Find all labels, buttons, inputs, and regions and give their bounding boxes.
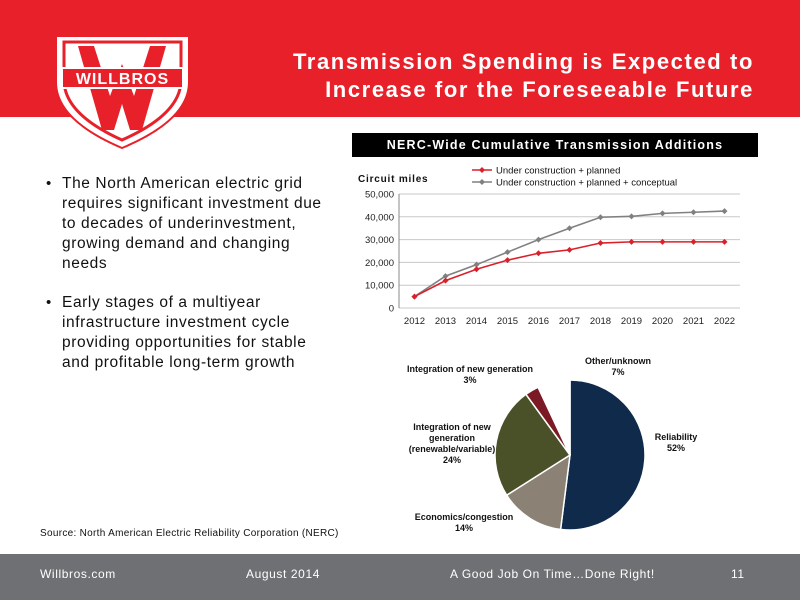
x-tick-label: 2017 (559, 316, 580, 327)
legend-label: Under construction + planned + conceptua… (496, 178, 677, 189)
legend-marker (479, 167, 485, 173)
logo-text: WILLBROS (76, 71, 169, 88)
data-point (628, 238, 635, 245)
pie-slice (494, 393, 572, 497)
pie-slice (537, 379, 571, 456)
y-tick-label: 20,000 (365, 258, 394, 269)
slide-title-line1: Transmission Spending is Expected to (292, 49, 754, 74)
pie-slice (559, 379, 646, 531)
data-point (473, 261, 480, 268)
data-point (535, 250, 542, 257)
bullet-item: The North American electric grid require… (44, 174, 336, 274)
pie-label: Integration of new generation 3% (407, 364, 533, 385)
data-point (535, 236, 542, 243)
x-tick-label: 2021 (683, 316, 704, 327)
x-tick-label: 2020 (652, 316, 673, 327)
data-point (504, 249, 511, 256)
footer-site: Willbros.com (40, 567, 116, 581)
data-point (721, 208, 728, 215)
pie-label: Reliability 52% (655, 432, 698, 453)
y-tick-label: 30,000 (365, 235, 394, 246)
investment-pie-chart: Reliability 52% Economics/congestion 14% Int… (407, 356, 698, 533)
bullet-list: The North American electric grid require… (44, 174, 336, 392)
pie-slice (505, 453, 571, 531)
data-point (442, 273, 449, 280)
x-tick-label: 2019 (621, 316, 642, 327)
footer-slogan: A Good Job On Time…Done Right! (450, 567, 655, 581)
footer-date: August 2014 (246, 567, 320, 581)
data-point (566, 225, 573, 232)
pie-label: Other/unknown 7% (585, 356, 651, 377)
x-tick-label: 2012 (404, 316, 425, 327)
x-tick-label: 2018 (590, 316, 611, 327)
slide-title: Transmission Spending is Expected to Inc… (234, 48, 754, 104)
legend-label: Under construction + planned (496, 166, 620, 177)
y-tick-label: 0 (389, 304, 394, 315)
legend-marker (479, 179, 485, 185)
y-tick-label: 10,000 (365, 281, 394, 292)
x-tick-label: 2014 (466, 316, 487, 327)
footer-bar: Willbros.com August 2014 A Good Job On T… (0, 554, 800, 600)
willbros-logo: WILLBROS (55, 35, 190, 150)
data-point (597, 240, 604, 247)
data-point (628, 213, 635, 220)
data-point (721, 238, 728, 245)
slide-title-line2: Increase for the Foreseeable Future (325, 77, 754, 102)
data-point (597, 214, 604, 221)
y-tick-label: 40,000 (365, 212, 394, 223)
x-tick-label: 2016 (528, 316, 549, 327)
x-tick-label: 2013 (435, 316, 456, 327)
data-point (504, 257, 511, 264)
bullet-item: Early stages of a multiyear infrastructu… (44, 293, 336, 373)
data-point (411, 293, 418, 300)
data-point (659, 210, 666, 217)
pie-label: Integration of new generation (renewable/v… (409, 422, 496, 465)
data-point (659, 238, 666, 245)
chart-title: NERC-Wide Cumulative Transmission Additi… (352, 133, 758, 157)
y-tick-label: 50,000 (365, 190, 394, 201)
footer-page-number: 11 (731, 567, 745, 581)
source-note: Source: North American Electric Reliabil… (40, 528, 339, 539)
data-point (566, 246, 573, 253)
data-point (690, 209, 697, 216)
transmission-line-chart: Circuit miles 0 10,000 20,000 30,000 40,000 50… (358, 166, 740, 327)
x-tick-label: 2022 (714, 316, 735, 327)
x-tick-label: 2015 (497, 316, 518, 327)
data-point (690, 238, 697, 245)
y-axis-label: Circuit miles (358, 174, 428, 185)
data-point (473, 266, 480, 273)
pie-label: Economics/congestion 14% (415, 512, 514, 533)
data-point (442, 277, 449, 284)
series-line (414, 210, 725, 298)
